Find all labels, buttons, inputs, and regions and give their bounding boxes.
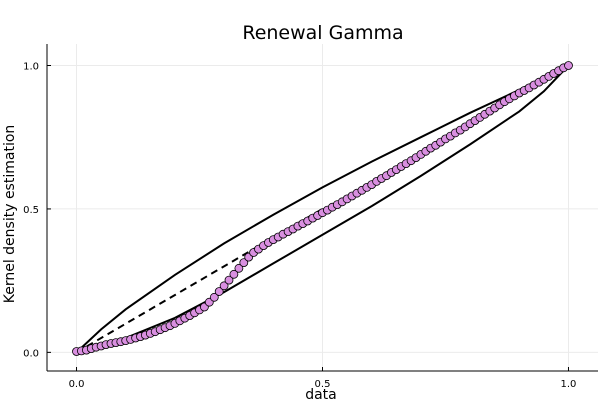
chart-title: Renewal Gamma — [242, 22, 403, 44]
data-point — [239, 258, 249, 268]
x-tick-label: 1.0 — [561, 379, 577, 390]
data-point — [234, 263, 244, 273]
tick-labels: 0.0 0.5 1.0 0.0 0.5 1.0 — [23, 62, 576, 390]
x-axis-title: data — [305, 387, 337, 400]
y-tick-label: 1.0 — [23, 62, 39, 73]
data-point — [219, 281, 229, 291]
y-tick-label: 0.5 — [23, 205, 39, 216]
data-point — [224, 275, 234, 285]
y-tick-label: 0.0 — [23, 348, 39, 359]
data-point — [229, 269, 239, 279]
y-axis-title: Kernel density estimation — [2, 125, 18, 304]
data-point — [214, 287, 224, 296]
x-tick-label: 0.0 — [69, 379, 85, 390]
data-point — [564, 61, 573, 70]
data-points — [72, 61, 573, 356]
x-tick-label: 0.5 — [315, 379, 331, 390]
data-point — [209, 292, 219, 302]
